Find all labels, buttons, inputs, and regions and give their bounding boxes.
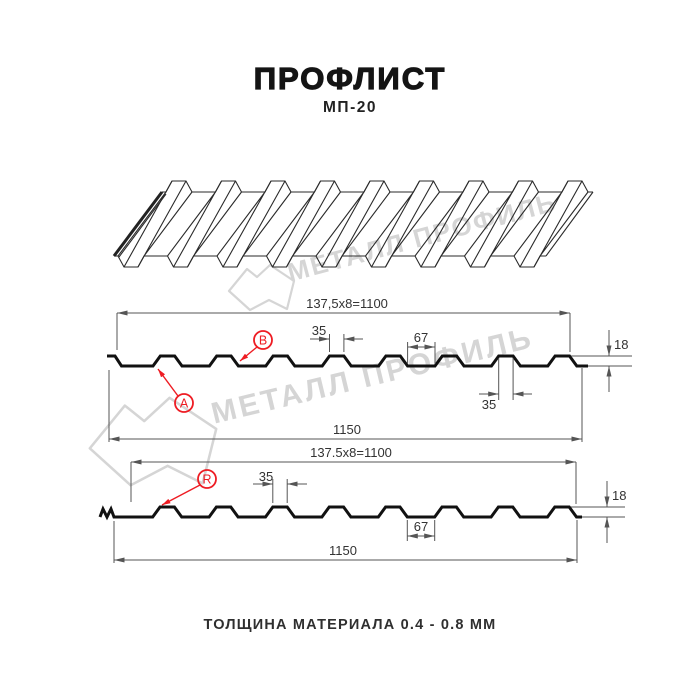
profile-r-outline <box>98 505 582 521</box>
label-b-badge <box>253 330 273 350</box>
brand-logo-watermark-icon <box>88 396 218 487</box>
dim-height-a: 18 <box>614 337 628 352</box>
profile-ab-section-drawing: 137,5x8=1100 35 67 35 18 1150 A B <box>107 296 632 442</box>
page-title: ПРОФЛИСТ <box>253 60 447 96</box>
label-b-text: B <box>259 334 267 348</box>
dim-total-width-a: 1150 <box>333 422 361 437</box>
profile-ab-outline <box>107 354 588 368</box>
dim-working-width-r: 137.5x8=1100 <box>310 445 392 460</box>
dim-rib-top-a-2: 35 <box>482 397 496 412</box>
sheet-3d-drawing <box>112 180 594 268</box>
dim-height-r: 18 <box>612 488 626 503</box>
label-a-badge <box>174 393 194 413</box>
dim-valley-r: 67 <box>414 519 428 534</box>
dim-working-width-a: 137,5x8=1100 <box>306 296 388 311</box>
dim-valley-a: 67 <box>414 330 428 345</box>
dim-rib-top-a: 35 <box>312 323 326 338</box>
profile-r-section-drawing: 137.5x8=1100 35 67 18 1150 R <box>98 445 626 563</box>
material-thickness-note: ТОЛЩИНА МАТЕРИАЛА 0.4 - 0.8 ММ <box>203 617 497 633</box>
dim-rib-top-r: 35 <box>259 469 273 484</box>
dim-total-width-r: 1150 <box>329 543 357 558</box>
profile-model-subtitle: МП-20 <box>323 99 377 116</box>
label-r-badge <box>197 469 217 489</box>
brand-logo-watermark-icon <box>227 263 296 312</box>
label-a-text: A <box>180 397 189 411</box>
label-r-text: R <box>202 473 211 487</box>
